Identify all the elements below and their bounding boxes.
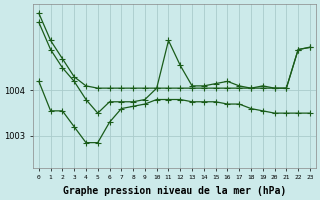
X-axis label: Graphe pression niveau de la mer (hPa): Graphe pression niveau de la mer (hPa) [63,186,286,196]
